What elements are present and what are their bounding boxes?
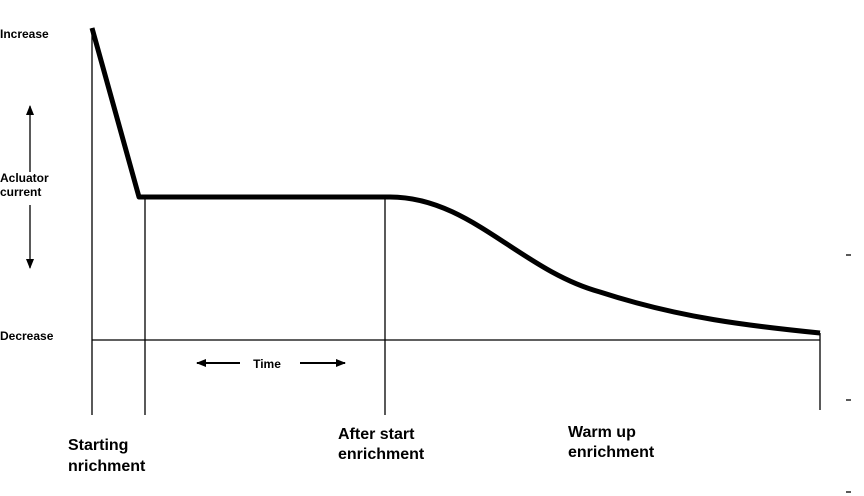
label-actuator: Acluator — [0, 171, 49, 185]
label-current: current — [0, 185, 41, 199]
phase-label: Warm up — [568, 424, 636, 441]
phase-label: enrichment — [338, 446, 425, 463]
phase-label: After start — [338, 426, 415, 443]
phase-label: enrichment — [568, 444, 655, 461]
label-increase: Increase — [0, 27, 49, 41]
phase-label: Starting — [68, 437, 128, 454]
phase-label: nrichment — [68, 458, 146, 475]
current-curve — [89, 27, 821, 336]
label-decrease: Decrease — [0, 329, 54, 343]
label-time: Time — [253, 357, 281, 371]
